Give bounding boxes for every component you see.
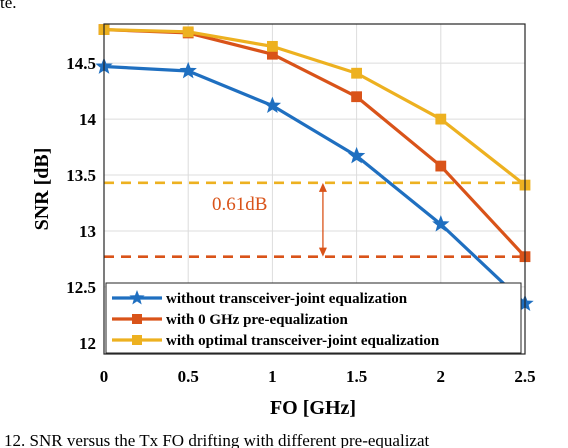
x-tick-labels: 0 0.5 1 1.5 2 2.5: [100, 367, 536, 386]
data-point-star: [179, 61, 197, 79]
x-tick-label: 1.5: [346, 367, 367, 386]
data-point-star: [432, 215, 450, 232]
data-point-star: [347, 146, 366, 164]
top-cropped-text: te.: [0, 0, 17, 12]
data-point-square: [351, 91, 363, 103]
series-line-2: [103, 27, 526, 187]
y-tick-label: 14: [79, 110, 97, 129]
legend-marker-star: [129, 290, 145, 305]
data-point-square: [351, 67, 363, 79]
gap-annotation-label: 0.61dB: [212, 194, 267, 215]
data-point-square: [182, 26, 194, 38]
x-tick-label: 0.5: [178, 367, 199, 386]
y-axis-label: SNR [dB]: [31, 148, 53, 231]
y-tick-label: 14.5: [66, 54, 96, 73]
legend-label-1: with 0 GHz pre-equalization: [166, 312, 348, 328]
annotation-layer: 0.61dB: [212, 182, 327, 257]
series-line-1: [103, 27, 527, 258]
reference-lines: [104, 181, 525, 258]
series-layer: [95, 24, 534, 311]
y-tick-label: 12: [79, 334, 96, 353]
legend-label-0: without transceiver-joint equalization: [166, 291, 408, 307]
legend-label-2: with optimal transceiver-joint equalizat…: [166, 333, 440, 349]
y-tick-label: 13: [79, 222, 96, 241]
y-tick-label: 12.5: [66, 278, 96, 297]
x-tick-label: 2.5: [514, 367, 535, 386]
y-tick-labels: 12.5 13 13.5 14 14.5 12: [66, 54, 96, 353]
x-tick-label: 0: [100, 367, 109, 386]
y-tick-label: 13.5: [66, 166, 96, 185]
legend-marker-square: [132, 314, 142, 324]
series-line-0: [103, 64, 527, 305]
legend-box: [105, 282, 522, 354]
data-point-square: [266, 40, 278, 52]
x-tick-label: 1: [268, 367, 277, 386]
caption-fragment: 12. SNR versus the Tx FO drifting with d…: [4, 431, 430, 448]
annotation-arrowhead-down: [318, 247, 327, 257]
data-point-square: [435, 113, 447, 125]
x-axis-label: FO [GHz]: [270, 397, 356, 419]
annotation-arrowhead-up: [318, 182, 327, 192]
x-tick-label: 2: [437, 367, 446, 386]
data-point-square: [435, 160, 447, 172]
plot-frame: [103, 23, 526, 355]
data-point-star: [263, 96, 282, 113]
legend: without transceiver-joint equalization wi…: [105, 282, 522, 354]
legend-marker-square: [132, 335, 142, 345]
